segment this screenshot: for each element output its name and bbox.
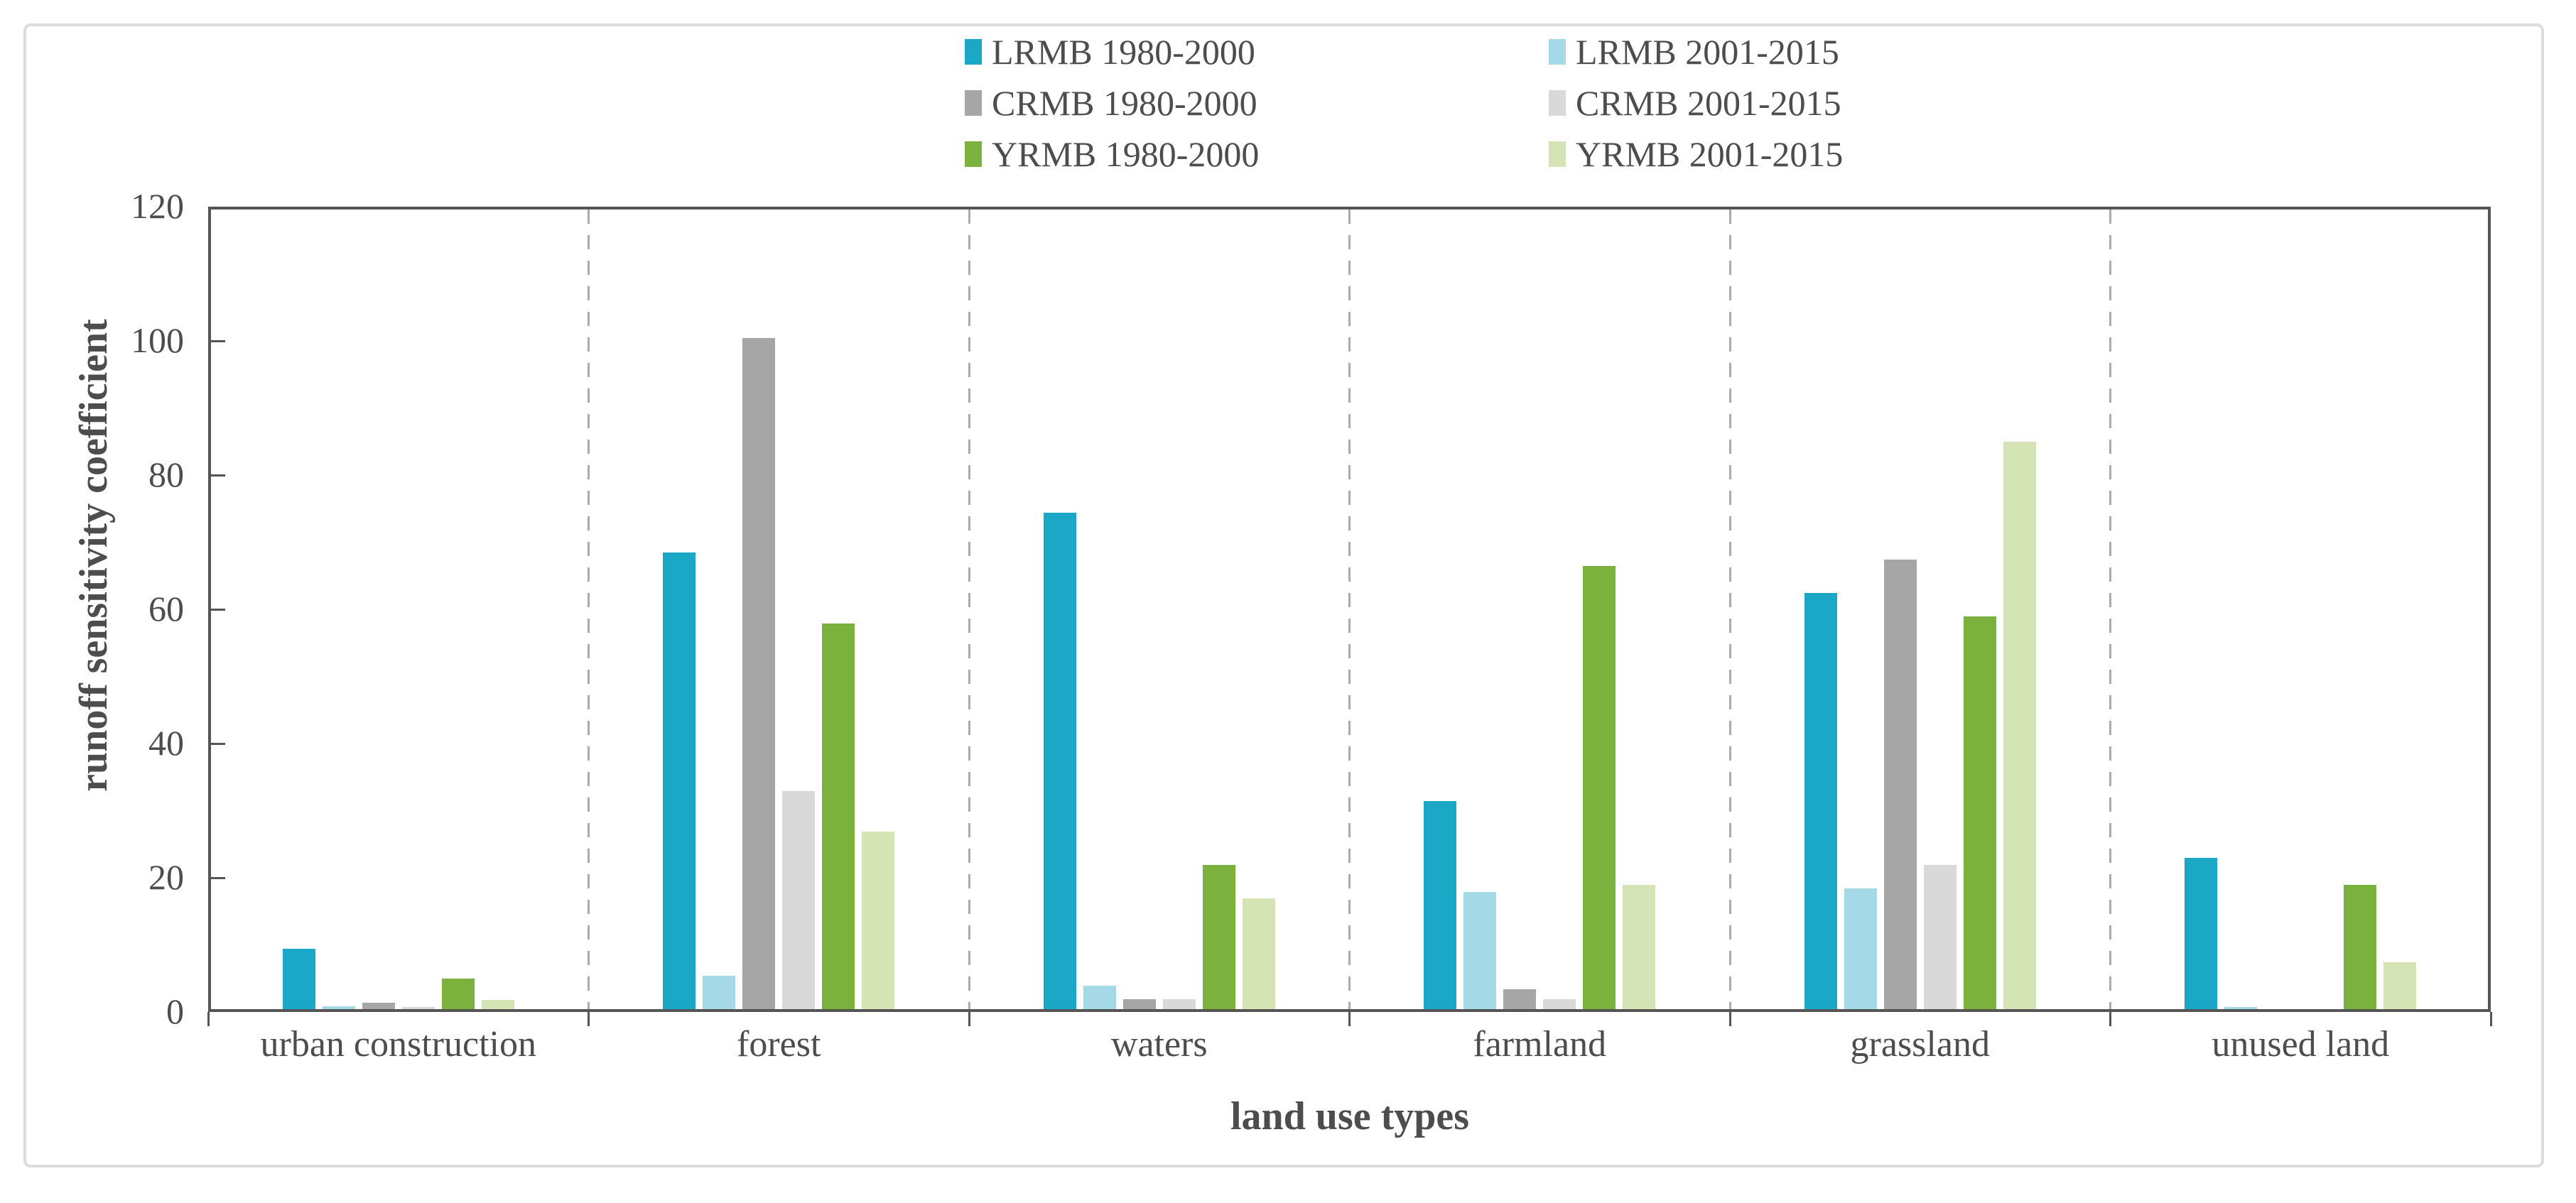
bar-yrmb-1980-2000-urban-construction (441, 979, 475, 1009)
bar-lrmb-2001-2015-unused-land (2224, 1007, 2258, 1009)
bar-yrmb-2001-2015-farmland (1623, 885, 1656, 1009)
bar-yrmb-1980-2000-grassland (1963, 616, 1996, 1009)
bar-crmb-1980-2000-farmland (1503, 989, 1537, 1009)
y-axis-title: runoff sensitivity coefficient (72, 319, 116, 792)
legend-label: LRMB 2001-2015 (1576, 32, 1839, 72)
bar-crmb-2001-2015-urban-construction (401, 1007, 435, 1009)
legend-swatch-icon (965, 141, 982, 167)
category-separator-line (1728, 209, 1731, 1009)
y-tick-label-40: 40 (148, 723, 184, 763)
y-tick-mark (208, 608, 225, 611)
x-tick-mark (2109, 1012, 2111, 1026)
chart-legend: LRMB 1980-2000 LRMB 2001-2015 CRMB 1980-20… (965, 34, 1843, 172)
legend-label: LRMB 1980-2000 (992, 32, 1255, 72)
bar-lrmb-1980-2000-unused-land (2185, 858, 2218, 1009)
legend-swatch-icon (965, 90, 982, 116)
legend-label: YRMB 2001-2015 (1576, 134, 1844, 174)
bar-lrmb-2001-2015-urban-construction (322, 1006, 355, 1009)
category-separator-line (588, 209, 590, 1009)
bar-yrmb-1980-2000-waters (1202, 864, 1235, 1009)
bar-yrmb-1980-2000-forest (822, 623, 855, 1009)
bar-group-waters (969, 207, 1350, 1009)
legend-item-lrmb-1980-2000: LRMB 1980-2000 (965, 34, 1549, 70)
bar-group-urban-construction (208, 207, 589, 1009)
y-tick-mark (208, 474, 225, 477)
bar-yrmb-2001-2015-grassland (2003, 442, 2036, 1009)
bar-lrmb-1980-2000-farmland (1424, 801, 1457, 1009)
legend-item-crmb-2001-2015: CRMB 2001-2015 (1549, 85, 1843, 121)
x-tick-mark (207, 1012, 210, 1026)
bar-yrmb-2001-2015-urban-construction (481, 999, 514, 1009)
bar-crmb-2001-2015-farmland (1543, 998, 1576, 1009)
x-category-label-urban-construction: urban construction (260, 1024, 536, 1065)
x-tick-mark (968, 1012, 970, 1026)
x-tick-mark (2489, 1012, 2492, 1026)
bar-group-unused-land (2111, 207, 2491, 1009)
x-category-label-unused-land: unused land (2212, 1024, 2390, 1065)
legend-swatch-icon (1549, 141, 1566, 167)
bar-yrmb-2001-2015-waters (1242, 898, 1275, 1009)
y-tick-label-120: 120 (131, 186, 184, 226)
bar-crmb-1980-2000-urban-construction (362, 1002, 395, 1009)
y-tick-mark (208, 876, 225, 879)
category-separator-line (968, 209, 970, 1009)
bar-lrmb-1980-2000-urban-construction (282, 948, 315, 1009)
x-axis-title: land use types (1230, 1094, 1470, 1138)
y-tick-label-80: 80 (148, 454, 184, 494)
legend-swatch-icon (1549, 90, 1566, 116)
y-tick-label-100: 100 (131, 320, 184, 360)
bar-lrmb-1980-2000-waters (1043, 512, 1076, 1009)
y-tick-mark (208, 339, 225, 342)
x-category-label-farmland: farmland (1473, 1024, 1607, 1065)
legend-item-yrmb-1980-2000: YRMB 1980-2000 (965, 136, 1549, 172)
bar-lrmb-2001-2015-forest (703, 975, 736, 1009)
category-separator-line (1348, 209, 1351, 1009)
legend-swatch-icon (1549, 39, 1566, 65)
legend-item-crmb-1980-2000: CRMB 1980-2000 (965, 85, 1549, 121)
bar-group-grassland (1730, 207, 2111, 1009)
bar-yrmb-2001-2015-forest (862, 831, 895, 1009)
bar-group-farmland (1350, 207, 1731, 1009)
legend-item-yrmb-2001-2015: YRMB 2001-2015 (1549, 136, 1843, 172)
bar-yrmb-1980-2000-unused-land (2344, 885, 2377, 1009)
legend-swatch-icon (965, 39, 982, 65)
bar-crmb-1980-2000-grassland (1883, 559, 1917, 1009)
x-tick-mark (1728, 1012, 1731, 1026)
bar-lrmb-2001-2015-farmland (1463, 891, 1497, 1009)
bar-lrmb-2001-2015-grassland (1844, 888, 1877, 1009)
legend-item-lrmb-2001-2015: LRMB 2001-2015 (1549, 34, 1843, 70)
y-tick-label-60: 60 (148, 589, 184, 628)
legend-label: YRMB 1980-2000 (992, 134, 1260, 174)
bar-crmb-1980-2000-forest (742, 338, 776, 1009)
x-tick-mark (1348, 1012, 1351, 1026)
bar-lrmb-1980-2000-forest (663, 552, 696, 1009)
bar-crmb-1980-2000-waters (1122, 998, 1156, 1009)
bar-lrmb-1980-2000-grassland (1804, 593, 1837, 1009)
x-category-label-grassland: grassland (1850, 1024, 1990, 1065)
bar-yrmb-1980-2000-farmland (1583, 566, 1616, 1009)
bar-group-forest (589, 207, 970, 1009)
bar-crmb-2001-2015-grassland (1923, 864, 1957, 1009)
x-tick-mark (588, 1012, 590, 1026)
y-tick-label-20: 20 (148, 857, 184, 897)
legend-label: CRMB 1980-2000 (992, 83, 1257, 123)
y-tick-mark (208, 742, 225, 745)
bar-lrmb-2001-2015-waters (1083, 985, 1116, 1009)
x-category-label-forest: forest (737, 1024, 821, 1065)
x-category-label-waters: waters (1110, 1024, 1208, 1065)
y-tick-label-0: 0 (166, 991, 184, 1031)
bar-crmb-2001-2015-waters (1162, 998, 1196, 1009)
bar-crmb-2001-2015-forest (782, 790, 816, 1009)
legend-label: CRMB 2001-2015 (1576, 83, 1841, 123)
bar-yrmb-2001-2015-unused-land (2383, 962, 2417, 1009)
category-separator-line (2109, 209, 2111, 1009)
